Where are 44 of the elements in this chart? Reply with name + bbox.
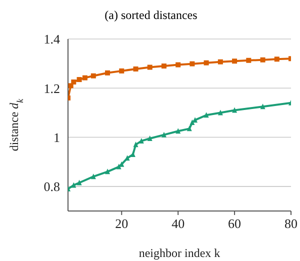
point [161, 64, 166, 69]
point [218, 110, 223, 116]
point [204, 60, 209, 66]
point [260, 57, 266, 62]
point [90, 174, 96, 180]
point [76, 77, 82, 82]
point [116, 164, 122, 170]
point [176, 128, 181, 134]
x-tick-label: 20 [115, 216, 128, 232]
point [138, 138, 144, 144]
point [147, 136, 152, 142]
line-series [68, 100, 291, 192]
y-tick-label: 1 [54, 130, 60, 145]
x-tick-label: 80 [284, 216, 298, 232]
point [186, 126, 192, 132]
y-tick-label: 0.8 [44, 179, 60, 194]
point [105, 168, 110, 174]
point [71, 80, 76, 84]
point [105, 70, 110, 76]
x-tick-label: 40 [172, 216, 185, 232]
point [218, 59, 223, 64]
x-axis-title: neighbor index k [138, 246, 220, 260]
point [76, 180, 82, 186]
point [190, 120, 195, 126]
point [176, 62, 181, 68]
point [147, 64, 152, 70]
point [190, 61, 195, 66]
point [274, 56, 280, 62]
point [246, 58, 252, 63]
point [90, 73, 96, 78]
point [260, 104, 266, 110]
point [133, 66, 138, 72]
point [82, 75, 88, 80]
point [232, 107, 238, 113]
point [204, 112, 209, 118]
point [232, 58, 238, 64]
point [71, 182, 76, 188]
y-tick-label: 1.2 [44, 80, 60, 96]
point [133, 142, 138, 148]
y-tick-label: 1.4 [44, 32, 60, 47]
chart-title: (a) sorted distances [104, 8, 198, 23]
x-tick-label: 60 [228, 216, 242, 232]
point [161, 132, 166, 138]
point [119, 68, 124, 74]
